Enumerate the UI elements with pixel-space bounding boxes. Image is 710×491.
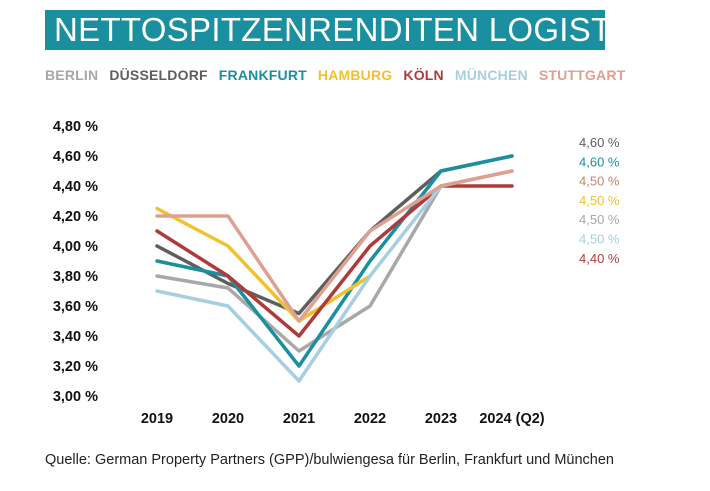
end-value-label: 4,60 % [579, 154, 620, 169]
x-tick-label: 2024 (Q2) [479, 411, 544, 427]
legend-item-berlin: BERLIN [45, 67, 99, 83]
y-tick-label: 4,00 % [53, 239, 98, 255]
end-labels: 4,60 % 4,60 % 4,50 % 4,50 % 4,50 % 4,50 % 4,40… [579, 135, 620, 266]
series-line-frankfurt [155, 154, 514, 368]
y-tick-label: 3,60 % [53, 299, 98, 315]
y-tick-label: 4,40 % [53, 179, 98, 195]
x-tick-label: 2021 [283, 411, 315, 427]
y-tick-label: 4,60 % [53, 149, 98, 165]
title-banner: NETTOSPITZENRENDITEN LOGISTIK [45, 10, 643, 50]
x-tick-label: 2022 [354, 411, 386, 427]
end-value-label: 4,50 % [579, 212, 620, 227]
y-tick-label: 4,20 % [53, 209, 98, 225]
legend: BERLIN DÜSSELDORF FRANKFURT HAMBURG KÖLN MÜNC… [45, 67, 625, 83]
y-tick-label: 3,40 % [53, 329, 98, 345]
legend-item-hamburg: HAMBURG [317, 67, 393, 83]
x-tick-label: 2023 [425, 411, 457, 427]
legend-item-dusseldorf: DÜSSELDORF [109, 67, 208, 83]
y-tick-label: 4,80 % [53, 119, 98, 135]
series-lines [155, 154, 514, 383]
legend-item-stuttgart: STUTTGART [538, 67, 626, 83]
legend-item-koln: KÖLN [403, 67, 444, 83]
y-tick-label: 3,20 % [53, 359, 98, 375]
chart-title: NETTOSPITZENRENDITEN LOGISTIK [54, 11, 644, 48]
x-axis: 2019 2020 2021 2022 2023 2024 (Q2) [141, 411, 545, 427]
legend-item-frankfurt: FRANKFURT [218, 67, 307, 83]
x-tick-label: 2020 [212, 411, 244, 427]
end-value-label: 4,60 % [579, 135, 620, 150]
series-line-berlin [155, 169, 514, 353]
y-axis: 3,00 % 3,20 % 3,40 % 3,60 % 3,80 % 4,00 % 4,20… [53, 119, 98, 405]
y-tick-label: 3,80 % [53, 269, 98, 285]
end-value-label: 4,50 % [579, 232, 620, 247]
end-value-label: 4,50 % [579, 174, 620, 189]
series-line-koln [155, 184, 514, 338]
end-value-label: 4,50 % [579, 193, 620, 208]
series-line-hamburg [155, 206, 372, 323]
end-value-label: 4,40 % [579, 251, 620, 266]
legend-item-munchen: MÜNCHEN [454, 67, 528, 83]
series-line-stuttgart [155, 169, 514, 323]
y-tick-label: 3,00 % [53, 389, 98, 405]
x-tick-label: 2019 [141, 411, 173, 427]
source-note: Quelle: German Property Partners (GPP)/b… [45, 452, 614, 468]
